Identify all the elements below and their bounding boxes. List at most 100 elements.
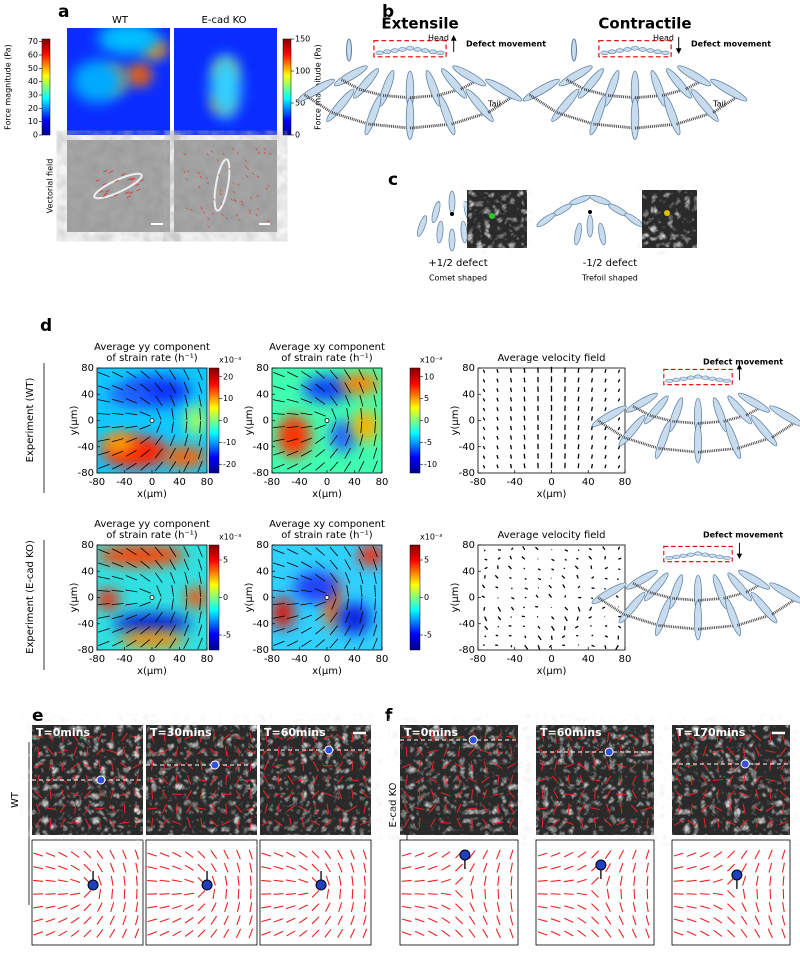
heatmap [97,368,207,473]
director [310,820,321,826]
director [416,747,424,756]
director [577,734,587,740]
director [552,789,559,799]
colorbar-tick-label: 10 [28,117,38,126]
cell [712,574,728,609]
director [301,639,312,648]
director [184,904,194,910]
x-tick-label: 40 [173,654,186,665]
cell [378,70,395,107]
y-tick-label: -40 [78,619,94,630]
director [713,864,723,871]
director [315,370,325,379]
defect [450,212,454,216]
director [362,775,368,785]
velocity-arrow [524,644,529,650]
heat-blob [185,587,207,608]
force-vector [190,208,193,212]
cell [589,194,611,206]
director [159,748,170,755]
director [140,639,150,648]
force-vector [200,207,203,210]
colorbar-tick-label: 0 [223,593,228,602]
director [676,760,682,771]
director [288,789,293,800]
director [272,438,285,442]
director [57,893,68,895]
director [418,817,421,828]
director [210,915,218,925]
colorbar-tick-label: 10 [424,372,434,381]
y-tick-label: -80 [253,645,269,656]
velocity-arrow [496,378,499,383]
director [331,585,337,597]
director [125,412,138,416]
x-tick-label: -40 [507,477,523,488]
colorbar-tick-label: 10 [223,394,233,403]
director [509,928,514,939]
director [314,411,326,417]
velocity-arrow [604,368,607,373]
director [159,918,170,923]
heat-blob [185,404,207,437]
director [345,395,351,407]
colorbar-tick-label: 100 [295,67,310,76]
director [483,760,487,771]
director [311,863,320,872]
head-label: Head [428,34,449,43]
director [134,928,140,939]
director [484,888,487,900]
defect [588,210,592,214]
velocity-arrow [604,407,607,412]
director [618,849,624,860]
director [358,460,365,472]
director [338,789,343,800]
director [351,789,354,800]
director [414,879,425,882]
director [184,864,194,871]
colorbar-tick-label: 5 [424,394,429,403]
director [350,817,355,828]
spring [597,596,625,616]
colorbar-multiplier: x10⁻³ [420,533,442,542]
director [111,562,124,568]
cell [421,48,430,53]
director [483,875,487,886]
director [620,774,623,786]
director [441,851,451,858]
director [70,892,81,896]
director [313,775,318,785]
velocity-arrow [577,463,580,469]
director [286,412,299,415]
force-vector [257,151,261,155]
director [469,863,476,873]
director [197,863,206,872]
column-title: WT [112,15,129,26]
director [493,821,504,825]
director [125,398,138,404]
cell [663,95,681,136]
velocity-arrow [535,594,539,598]
plot-title: Average velocity field [497,353,605,364]
cell [672,377,681,382]
cell [694,423,702,464]
director [329,559,338,570]
schematic-title: Extensile [381,15,458,33]
velocity-arrow [588,555,593,560]
director [739,819,749,827]
cell [431,200,441,224]
director [96,747,104,756]
director [337,849,343,860]
director [285,905,296,910]
velocity-arrow [604,464,607,469]
director [70,917,80,924]
director [111,627,124,633]
y-tick-label: 80 [462,363,475,374]
x-tick-label: 0 [149,654,155,665]
force-vector [241,203,244,207]
director [594,789,596,800]
director [344,369,352,380]
defect-shape: Trefoil shaped [581,274,638,283]
heatmap [272,545,382,650]
director [210,789,217,799]
